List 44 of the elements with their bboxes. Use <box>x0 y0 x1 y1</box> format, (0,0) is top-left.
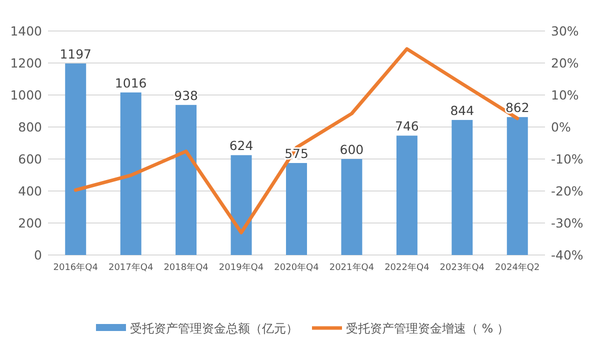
x-tick-label: 2017年Q4 <box>108 262 154 273</box>
bar <box>506 117 528 255</box>
bar <box>65 63 86 255</box>
y-tick-label: 1000 <box>10 88 42 102</box>
y2-tick-label: 0% <box>551 120 571 134</box>
bar <box>230 155 252 255</box>
data-label: 1016 <box>114 75 147 90</box>
y-tick-label: 400 <box>18 184 42 198</box>
y2-tick-label: -40% <box>551 248 584 262</box>
data-label: 862 <box>505 100 530 116</box>
y2-tick-label: 30% <box>551 24 579 38</box>
data-label: 600 <box>340 142 364 157</box>
y-tick-label: 800 <box>18 120 42 134</box>
x-tick-label: 2019年Q4 <box>218 262 264 273</box>
data-label: 624 <box>229 138 254 154</box>
x-tick-label: 2024年Q2 <box>495 262 540 273</box>
bar <box>286 163 307 255</box>
bar <box>396 136 418 255</box>
data-label: 844 <box>450 102 474 118</box>
legend-label: 受托资产管理资金总额（亿元） <box>130 322 298 336</box>
bar <box>176 104 197 255</box>
y-tick-label: 0 <box>34 248 42 262</box>
y-tick-label: 1400 <box>10 24 42 38</box>
data-label: 746 <box>395 118 419 134</box>
y2-tick-label: 20% <box>551 56 579 70</box>
x-tick-label: 2020年Q4 <box>274 262 320 273</box>
legend-label: 受托资产管理资金增速（ % ） <box>346 322 510 336</box>
y2-tick-label: -30% <box>551 216 584 230</box>
y2-tick-label: 10% <box>551 88 579 102</box>
y-tick-label: 200 <box>18 216 42 230</box>
y-tick-label: 1200 <box>10 56 42 70</box>
data-label: 938 <box>174 88 198 103</box>
x-tick-label: 2016年Q4 <box>53 262 98 273</box>
x-tick-label: 2022年Q4 <box>384 262 430 273</box>
data-label: 1197 <box>60 46 92 62</box>
bar <box>341 159 362 255</box>
y2-tick-label: -20% <box>551 184 584 198</box>
bar <box>120 92 142 255</box>
y2-tick-label: -10% <box>551 152 584 166</box>
bar <box>452 120 473 255</box>
x-tick-label: 2018年Q4 <box>164 262 209 273</box>
y-tick-label: 600 <box>18 152 42 166</box>
x-tick-label: 2023年Q4 <box>440 262 485 273</box>
x-tick-label: 2021年Q4 <box>329 262 374 273</box>
